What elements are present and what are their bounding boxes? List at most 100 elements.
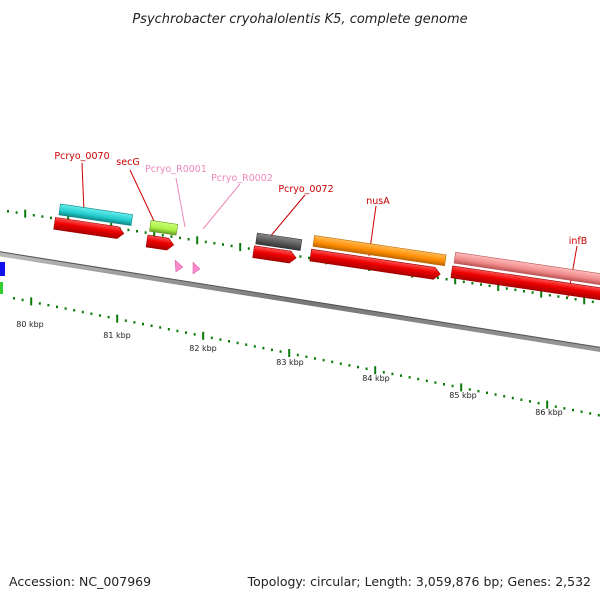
- scale-major-tick: [583, 296, 586, 305]
- kbp-label: 84 kbp: [362, 374, 390, 383]
- scale-minor-tick: [279, 350, 282, 353]
- feature-orange-bar[interactable]: [312, 235, 447, 267]
- scale-minor-tick: [520, 398, 523, 401]
- trna-marker-r0001[interactable]: [174, 259, 184, 273]
- scale-minor-tick: [262, 346, 265, 350]
- scale-minor-tick: [591, 300, 594, 304]
- scale-minor-tick: [563, 407, 566, 410]
- scale-minor-tick: [477, 389, 480, 393]
- scale-major-tick: [30, 297, 33, 306]
- scale-minor-tick: [572, 408, 574, 412]
- scale-minor-tick: [339, 362, 342, 365]
- scale-minor-tick: [133, 321, 136, 324]
- kbp-label: 82 kbp: [189, 344, 217, 353]
- scale-minor-tick: [408, 376, 411, 379]
- feature-blue-partial[interactable]: [0, 262, 5, 276]
- kbp-label: 86 kbp: [535, 408, 563, 417]
- feature-gray-bar[interactable]: [255, 232, 303, 251]
- cds-arrow-pcryo-0072[interactable]: [252, 245, 297, 264]
- scale-minor-tick: [480, 283, 482, 286]
- scale-major-tick: [153, 229, 156, 238]
- scale-minor-tick: [468, 388, 471, 391]
- scale-minor-tick: [580, 410, 583, 413]
- feature-green-partial[interactable]: [0, 282, 3, 294]
- gene-label-pcryo-0070[interactable]: Pcryo_0070: [54, 151, 109, 162]
- cds-arrow-nusa[interactable]: [309, 248, 441, 280]
- scale-minor-tick: [296, 353, 299, 357]
- scale-minor-tick: [531, 291, 534, 294]
- scale-major-tick: [497, 283, 500, 291]
- scale-minor-tick: [505, 287, 508, 290]
- scale-minor-tick: [331, 360, 334, 364]
- scale-minor-tick: [179, 236, 181, 240]
- scale-minor-tick: [357, 365, 359, 369]
- kbp-label: 80 kbp: [16, 320, 44, 329]
- leader-pcryo-0072: [268, 194, 306, 239]
- trna-marker-r0002[interactable]: [192, 261, 201, 275]
- feature-cyan-bar[interactable]: [58, 203, 134, 226]
- feature-lime-bar[interactable]: [149, 220, 179, 236]
- scale-major-tick: [202, 331, 205, 340]
- scale-minor-tick: [574, 298, 577, 301]
- scale-minor-tick: [159, 326, 162, 329]
- inner-scale-ticks: [13, 297, 600, 417]
- scale-minor-tick: [127, 228, 130, 232]
- scale-minor-tick: [15, 211, 18, 214]
- scale-major-tick: [288, 349, 291, 357]
- scale-minor-tick: [308, 256, 310, 260]
- scale-minor-tick: [73, 309, 76, 312]
- scale-major-tick: [540, 289, 543, 298]
- scale-minor-tick: [425, 379, 428, 383]
- page-title: Psychrobacter cryohalolentis K5, complet…: [132, 12, 467, 27]
- gene-label-nusa[interactable]: nusA: [366, 196, 390, 207]
- gene-label-pcryo-r0001[interactable]: Pcryo_R0001: [145, 164, 207, 175]
- scale-minor-tick: [511, 396, 514, 400]
- scale-minor-tick: [136, 230, 138, 233]
- gene-label-secg[interactable]: secG: [116, 157, 139, 168]
- cds-arrow-secg[interactable]: [145, 234, 175, 251]
- scale-minor-tick: [7, 210, 9, 213]
- scale-minor-tick: [228, 340, 230, 343]
- scale-minor-tick: [144, 231, 147, 234]
- scale-minor-tick: [47, 303, 50, 307]
- kbp-label: 81 kbp: [103, 331, 131, 340]
- scale-minor-tick: [64, 307, 67, 310]
- scale-minor-tick: [161, 234, 164, 237]
- scale-minor-tick: [451, 384, 454, 388]
- gene-labels: Pcryo_0070 secG Pcryo_R0001 Pcryo_R0002 …: [54, 151, 587, 247]
- gene-label-pcryo-r0002[interactable]: Pcryo_R0002: [211, 173, 273, 184]
- scale-minor-tick: [443, 383, 445, 386]
- genome-backbone-edge: [0, 251, 600, 348]
- cds-arrow-infb[interactable]: [450, 265, 600, 304]
- trna-markers: [174, 259, 201, 275]
- scale-major-tick: [196, 236, 199, 245]
- scale-minor-tick: [445, 278, 448, 281]
- leader-pcryo-0070: [81, 162, 85, 213]
- scale-minor-tick: [529, 400, 531, 403]
- scale-minor-tick: [400, 374, 402, 377]
- scale-minor-tick: [230, 244, 233, 248]
- scale-minor-tick: [213, 242, 216, 245]
- scale-major-tick: [24, 209, 27, 218]
- scale-minor-tick: [523, 290, 525, 293]
- scale-minor-tick: [597, 414, 600, 417]
- scale-minor-tick: [365, 367, 368, 370]
- genome-backbone: [0, 251, 600, 352]
- scale-minor-tick: [437, 276, 439, 280]
- kbp-label: 83 kbp: [276, 358, 304, 367]
- cds-arrow-pcryo-0070[interactable]: [53, 217, 125, 239]
- gene-label-pcryo-0072[interactable]: Pcryo_0072: [278, 184, 333, 195]
- scale-minor-tick: [90, 312, 93, 315]
- scale-major-tick: [239, 243, 242, 251]
- scale-minor-tick: [50, 216, 52, 220]
- scale-minor-tick: [245, 343, 248, 346]
- gene-label-infb[interactable]: infB: [569, 236, 588, 247]
- feature-salmon-bar[interactable]: [453, 251, 600, 289]
- scale-minor-tick: [13, 297, 15, 300]
- genome-summary-text: Topology: circular; Length: 3,059,876 bp…: [247, 574, 591, 589]
- scale-minor-tick: [471, 282, 474, 285]
- scale-minor-tick: [236, 341, 239, 345]
- scale-minor-tick: [417, 377, 420, 381]
- scale-minor-tick: [589, 412, 592, 415]
- scale-major-tick: [374, 366, 377, 375]
